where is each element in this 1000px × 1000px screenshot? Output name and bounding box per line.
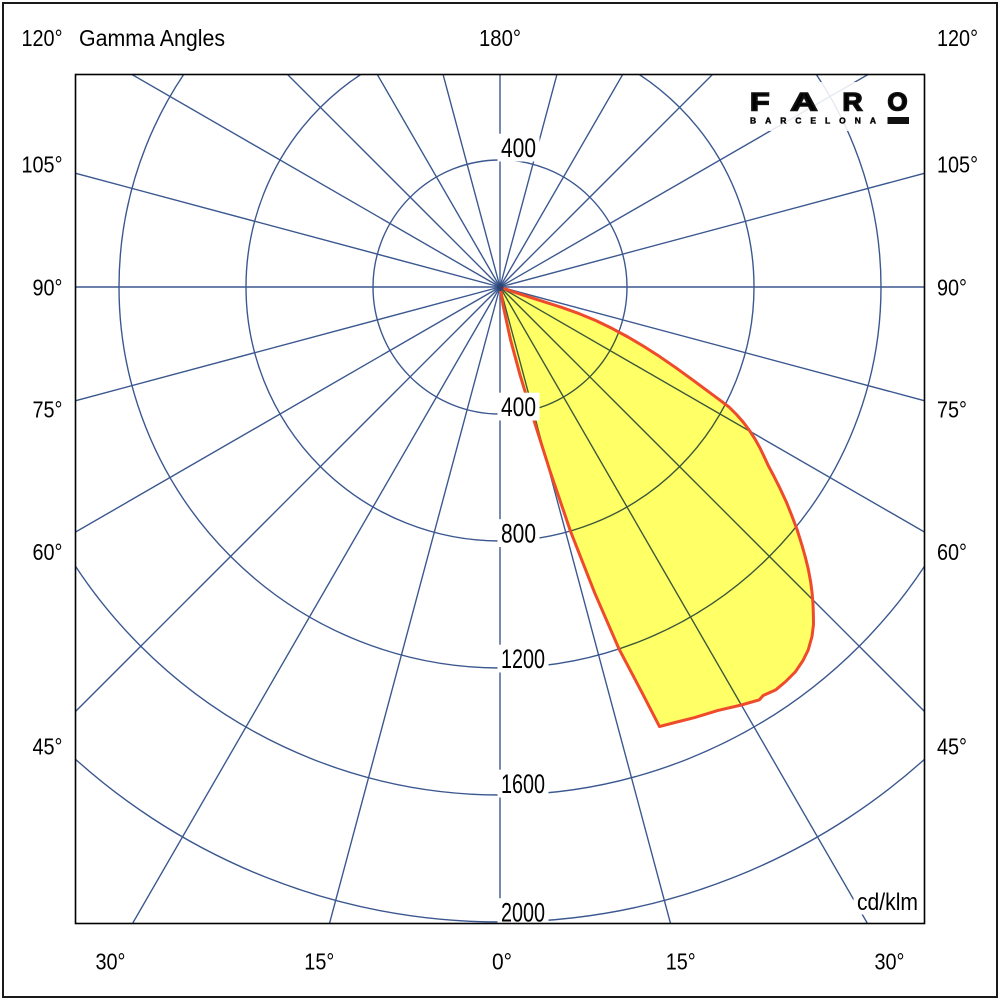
svg-text:90°: 90°	[937, 275, 967, 301]
svg-text:15°: 15°	[304, 949, 334, 975]
svg-text:800: 800	[501, 519, 536, 549]
svg-text:A: A	[791, 89, 818, 117]
svg-text:180°: 180°	[479, 25, 521, 51]
svg-text:0°: 0°	[492, 949, 512, 975]
svg-text:BARCELONA: BARCELONA	[750, 116, 876, 126]
svg-text:60°: 60°	[937, 539, 967, 565]
svg-text:15°: 15°	[666, 949, 696, 975]
svg-text:F: F	[750, 89, 770, 117]
svg-text:75°: 75°	[33, 397, 63, 423]
svg-text:120°: 120°	[937, 25, 978, 51]
svg-text:105°: 105°	[22, 152, 63, 178]
svg-text:Gamma Angles: Gamma Angles	[79, 25, 225, 51]
svg-text:400: 400	[501, 392, 536, 422]
svg-text:120°: 120°	[22, 25, 63, 51]
svg-text:R: R	[843, 89, 863, 117]
svg-text:1200: 1200	[501, 644, 545, 674]
svg-text:1600: 1600	[501, 769, 545, 799]
svg-text:45°: 45°	[33, 734, 63, 760]
svg-text:30°: 30°	[96, 949, 126, 975]
svg-text:90°: 90°	[33, 275, 63, 301]
svg-text:75°: 75°	[937, 397, 967, 423]
svg-text:60°: 60°	[33, 539, 63, 565]
svg-text:30°: 30°	[875, 949, 905, 975]
svg-text:105°: 105°	[937, 152, 978, 178]
svg-text:400: 400	[501, 133, 536, 163]
svg-text:cd/klm: cd/klm	[857, 889, 918, 916]
svg-text:O: O	[888, 89, 908, 117]
svg-text:2000: 2000	[501, 898, 545, 928]
svg-text:45°: 45°	[937, 734, 967, 760]
